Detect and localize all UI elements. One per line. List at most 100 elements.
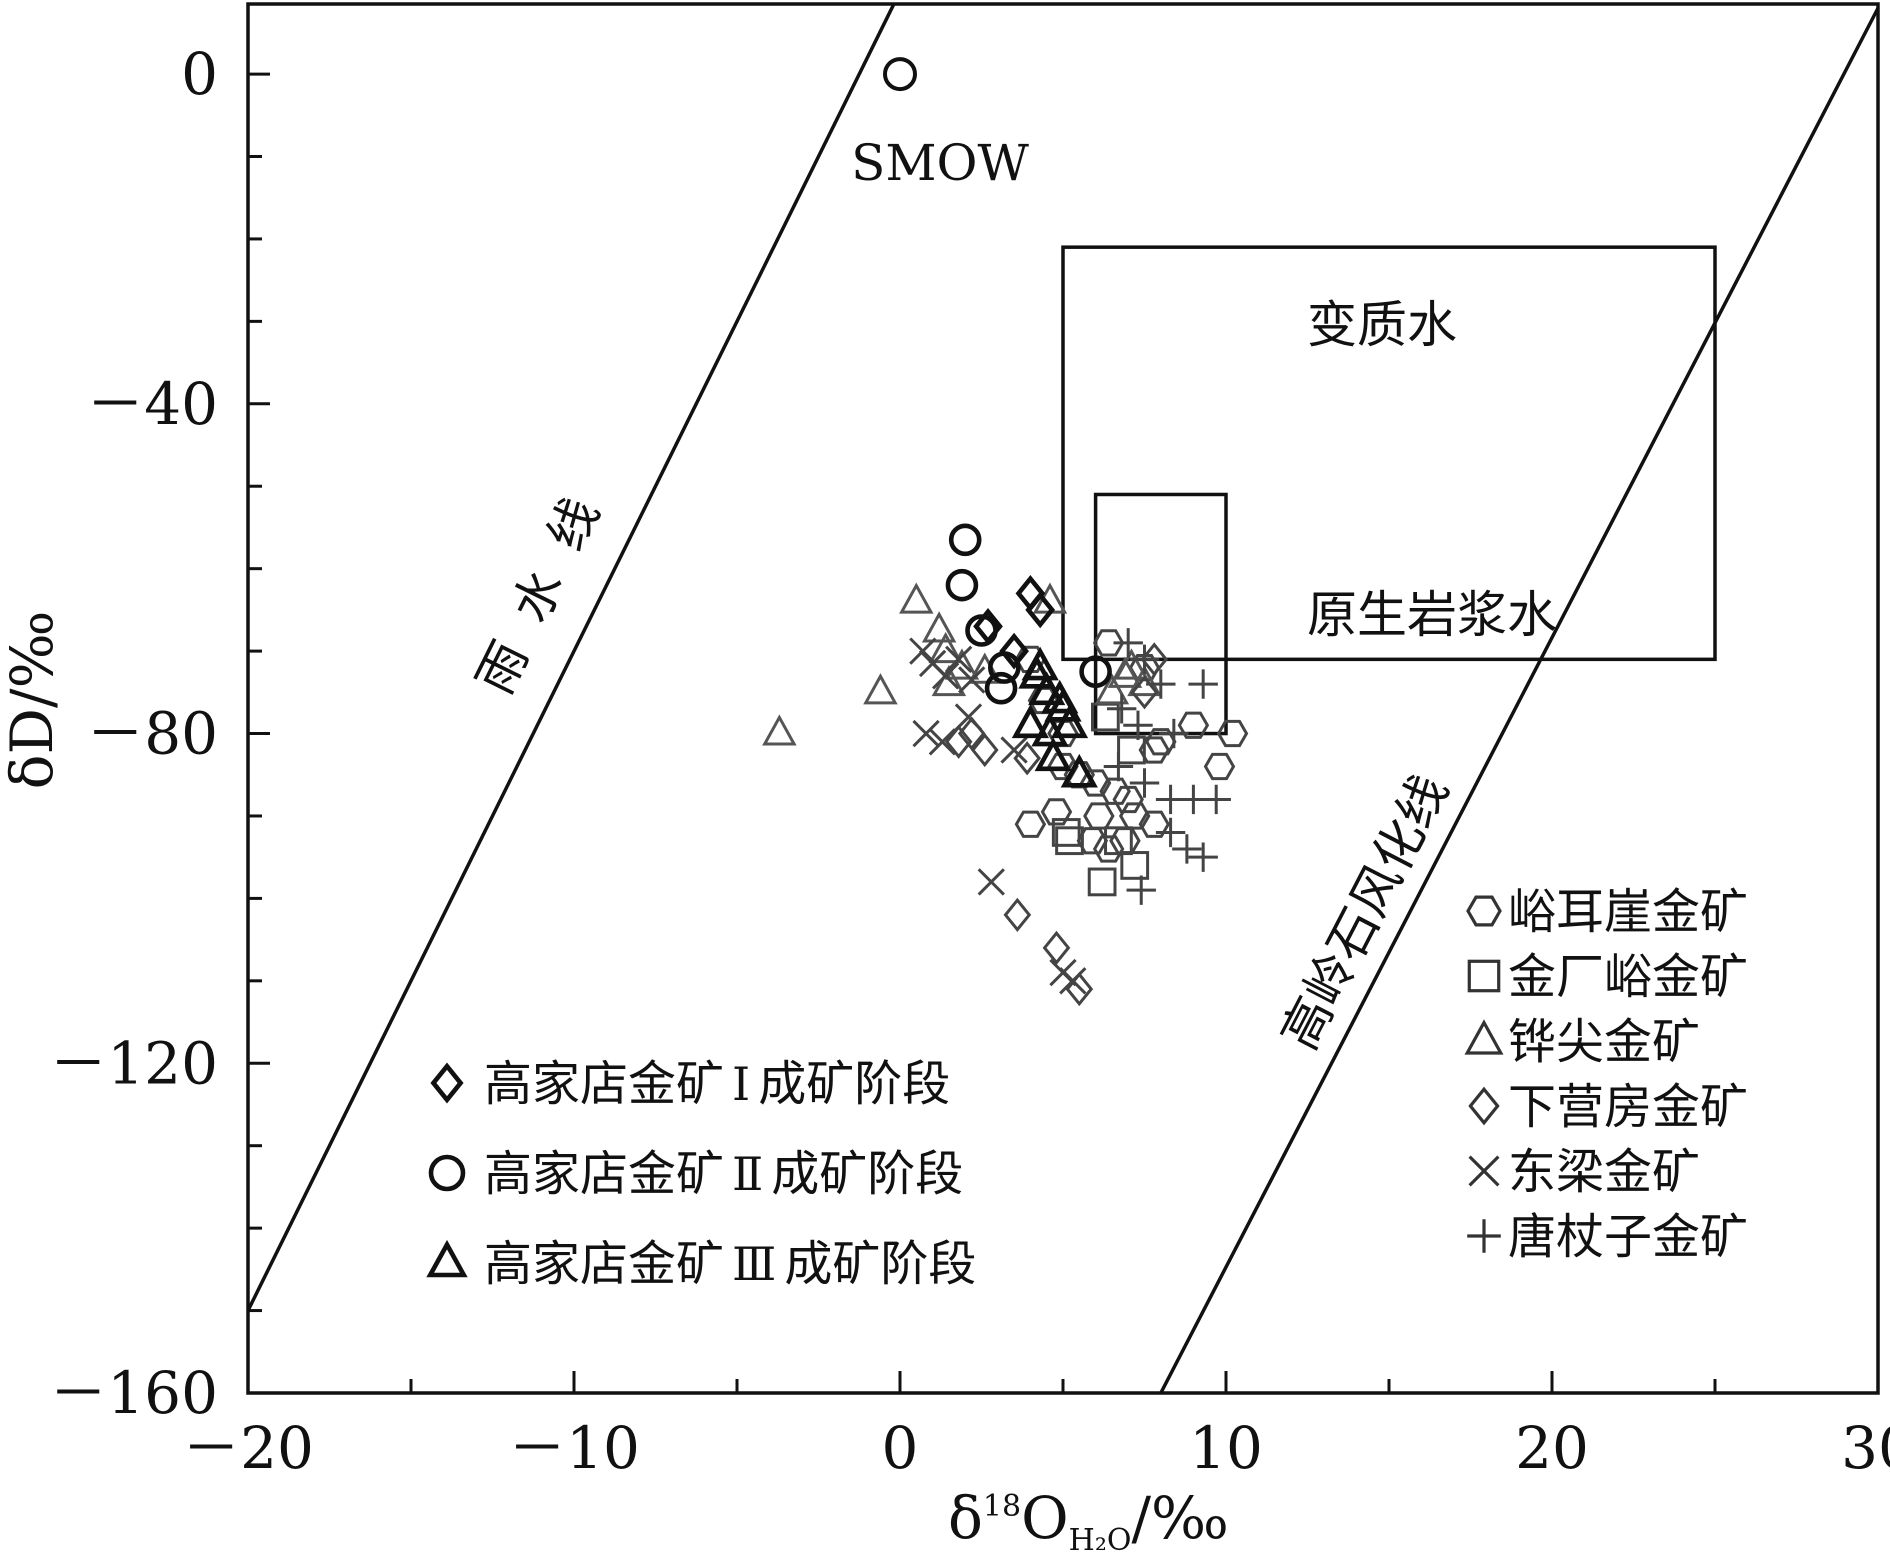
data-point	[1050, 704, 1089, 739]
data-point	[945, 645, 973, 674]
data-point	[948, 523, 982, 557]
data-point	[1083, 802, 1115, 830]
series-x	[909, 637, 1087, 995]
legend-marker-triangle	[426, 1239, 468, 1278]
series-triangle	[762, 582, 1162, 746]
x-tick-label: 30	[1841, 1414, 1890, 1482]
series-square	[1051, 702, 1150, 897]
data-point	[1145, 728, 1177, 756]
data-point	[762, 714, 797, 746]
x-tick-label: －20	[182, 1414, 314, 1482]
data-point	[1138, 810, 1171, 838]
data-point	[945, 568, 979, 602]
data-point	[1079, 655, 1112, 689]
data-points	[762, 57, 1249, 1007]
data-point	[1104, 826, 1133, 856]
legend-marker-triangle	[1464, 1019, 1504, 1055]
data-point	[1087, 867, 1117, 897]
data-point	[1120, 851, 1150, 880]
data-point	[912, 719, 940, 748]
data-point	[1114, 648, 1149, 680]
series-triangle-bold	[1011, 646, 1098, 788]
legend-label: 金厂峪金矿	[1508, 949, 1748, 1005]
data-point	[1140, 642, 1169, 677]
data-point	[1044, 687, 1082, 722]
data-point	[1146, 669, 1176, 699]
data-point	[1188, 669, 1218, 699]
data-point	[931, 662, 960, 690]
data-point	[1216, 719, 1249, 748]
data-point	[1021, 646, 1059, 681]
data-point	[1177, 711, 1210, 739]
data-point	[1117, 735, 1146, 765]
data-point	[999, 632, 1029, 670]
legend-label: 高家店金矿 Ⅲ 成矿阶段	[484, 1236, 976, 1292]
data-point	[1094, 673, 1130, 705]
data-point	[984, 671, 1018, 705]
data-point	[1034, 737, 1072, 772]
data-point	[1013, 741, 1041, 776]
legend-label: 下营房金矿	[1508, 1079, 1748, 1135]
data-point	[1113, 628, 1143, 658]
data-point	[1014, 810, 1047, 838]
legend-marker-square	[1467, 959, 1501, 993]
legend-marker-diamond	[430, 1062, 464, 1104]
data-point	[1138, 736, 1171, 764]
legend-marker-plus	[1467, 1219, 1501, 1253]
data-point	[1092, 835, 1125, 863]
legend-label: 高家店金矿 Ⅰ 成矿阶段	[484, 1056, 950, 1112]
data-point	[1092, 629, 1125, 657]
legend-label: 东梁金矿	[1508, 1144, 1700, 1200]
data-point	[954, 703, 983, 731]
legend-label: 峪耳崖金矿	[1508, 884, 1748, 940]
x-tick-label: 20	[1515, 1414, 1589, 1482]
meteoric-water-line	[248, 4, 896, 1312]
data-point	[1109, 827, 1141, 855]
y-tick-label: －120	[49, 1029, 218, 1097]
data-point	[1155, 817, 1186, 848]
data-point	[1099, 777, 1131, 805]
legend-marker-circle	[428, 1154, 466, 1192]
legend-marker-diamond	[1468, 1086, 1500, 1126]
series-circle-bold	[945, 523, 1112, 705]
data-point	[1042, 930, 1071, 965]
x-axis-title: δ18OH₂O/‰	[948, 1484, 1229, 1558]
data-point	[1126, 875, 1156, 905]
data-point	[1159, 718, 1189, 749]
data-point	[899, 582, 934, 614]
legend-marker-hexagon	[1466, 895, 1502, 927]
data-point	[1201, 784, 1231, 815]
data-point	[1000, 736, 1028, 764]
data-point	[988, 651, 1021, 684]
y-tick-label: －40	[86, 370, 218, 438]
data-point	[1051, 818, 1081, 847]
data-point	[1055, 826, 1084, 856]
y-tick-label: －80	[86, 700, 218, 768]
data-point	[1172, 834, 1202, 864]
data-point	[909, 637, 937, 665]
kaolinite-line-label: 高岭石风化线	[1270, 766, 1459, 1059]
data-point	[863, 673, 898, 705]
data-point	[928, 728, 957, 756]
data-point	[1106, 694, 1137, 724]
x-tick-label: －10	[508, 1414, 640, 1482]
data-point	[1107, 656, 1143, 688]
x-tick-label: 0	[882, 1414, 919, 1482]
data-point	[1003, 897, 1032, 932]
data-point	[965, 614, 998, 647]
x-tick-label: 10	[1189, 1414, 1263, 1482]
data-point	[1059, 967, 1087, 995]
legend-label: 唐杖子金矿	[1508, 1209, 1748, 1265]
data-point	[1060, 753, 1098, 788]
metamorphic-water-label: 变质水	[1307, 296, 1457, 354]
data-point	[921, 611, 957, 643]
legend-label: 铧尖金矿	[1508, 1014, 1700, 1070]
data-point	[1123, 710, 1153, 740]
data-point	[1103, 751, 1134, 782]
meteoric-water-line-label: 雨水线	[466, 462, 624, 703]
